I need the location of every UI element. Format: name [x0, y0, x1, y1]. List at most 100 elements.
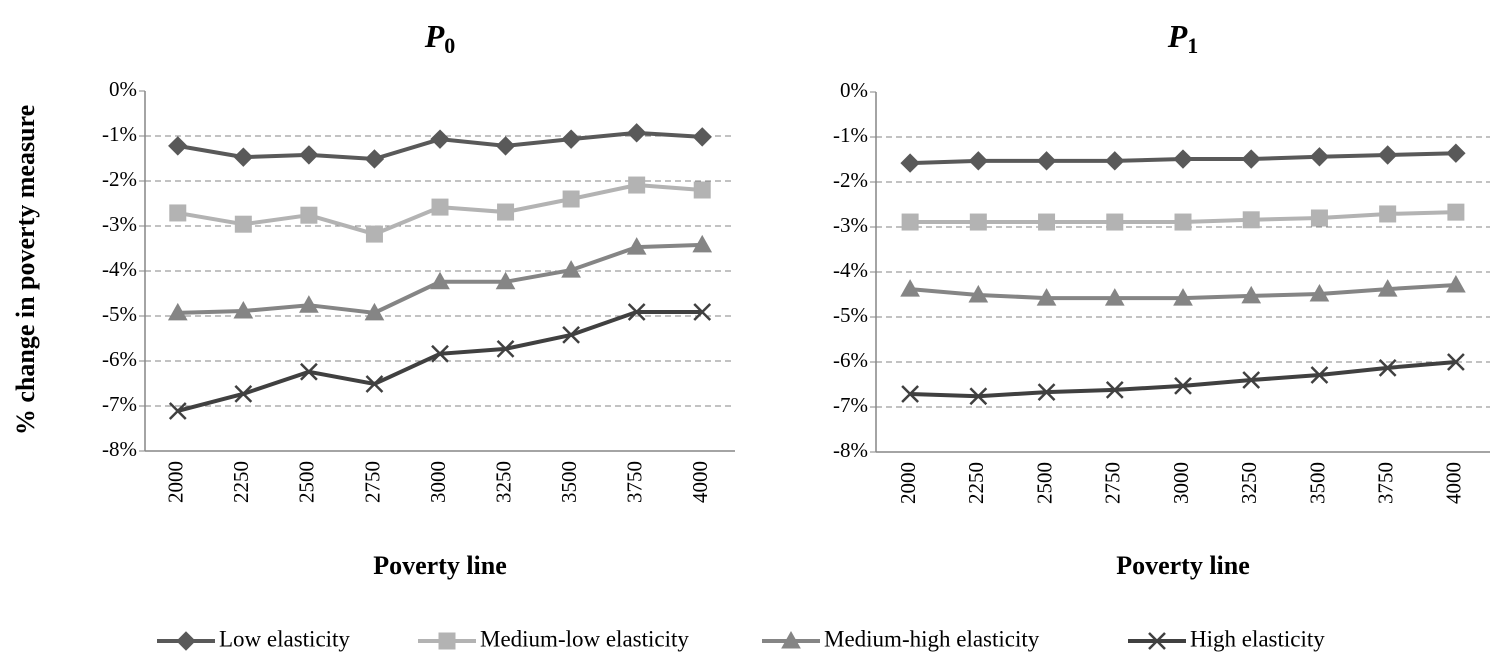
- marker: [300, 362, 318, 381]
- marker: [1174, 376, 1192, 395]
- marker: [562, 190, 580, 208]
- marker: [1036, 288, 1057, 306]
- x-tick-label: 2500: [295, 461, 319, 503]
- title-main: P: [1167, 18, 1188, 54]
- x-tick-label: 3500: [557, 461, 581, 503]
- marker: [233, 301, 254, 319]
- marker: [901, 385, 919, 403]
- x-tick-label: 3000: [1169, 462, 1193, 504]
- marker: [1446, 275, 1466, 293]
- legend-marker: [176, 631, 196, 651]
- marker: [234, 215, 252, 233]
- marker: [430, 271, 450, 290]
- marker: [1447, 203, 1465, 221]
- y-tick-label: -6%: [102, 347, 137, 371]
- series-line: [910, 360, 1457, 399]
- x-tick-label: 2000: [896, 462, 920, 504]
- marker: [1106, 213, 1124, 231]
- y-tick-label: -8%: [102, 437, 137, 461]
- title-subscript: 1: [1187, 33, 1198, 58]
- marker: [1105, 151, 1125, 171]
- marker: [968, 284, 989, 303]
- marker: [299, 295, 319, 313]
- marker: [1377, 145, 1398, 165]
- y-tick-label: -6%: [833, 348, 868, 372]
- marker: [1377, 279, 1398, 297]
- marker: [1104, 288, 1125, 306]
- x-tick-label: 3250: [1237, 462, 1261, 504]
- marker: [900, 153, 920, 173]
- marker: [969, 213, 987, 231]
- legend-marker: [1148, 632, 1166, 650]
- x-axis-label: Poverty line: [1116, 551, 1250, 580]
- legend-label: Medium-high elasticity: [824, 626, 1040, 651]
- marker: [1242, 371, 1261, 389]
- y-tick-label: -2%: [102, 167, 137, 191]
- y-tick-label: -5%: [833, 303, 868, 327]
- title-main: P: [424, 18, 445, 54]
- marker: [168, 136, 188, 156]
- y-tick-label: 0%: [840, 78, 868, 102]
- marker: [300, 206, 318, 224]
- marker: [900, 279, 920, 297]
- marker: [169, 204, 187, 222]
- marker: [364, 149, 385, 169]
- legend-marker: [781, 630, 801, 649]
- marker: [364, 302, 385, 321]
- y-tick-label: -8%: [833, 438, 868, 462]
- legend-label: Low elasticity: [219, 626, 350, 651]
- x-tick-label: 3000: [426, 461, 450, 503]
- marker: [1378, 358, 1397, 377]
- y-tick-label: -1%: [102, 122, 137, 146]
- legend-label: Medium-low elasticity: [480, 626, 689, 651]
- marker: [1379, 205, 1397, 223]
- marker: [626, 237, 647, 255]
- marker: [430, 129, 450, 149]
- marker: [431, 198, 449, 216]
- marker: [1446, 143, 1466, 163]
- marker: [495, 136, 516, 156]
- marker: [1038, 213, 1056, 231]
- x-tick-label: 2750: [1101, 462, 1125, 504]
- marker: [693, 181, 711, 199]
- x-tick-label: 2250: [964, 462, 988, 504]
- marker: [167, 302, 188, 321]
- y-axis-label: % change in poverty measure: [11, 105, 40, 435]
- marker: [1310, 366, 1329, 384]
- marker: [168, 402, 187, 420]
- y-tick-label: -3%: [102, 212, 137, 236]
- legend-label: High elasticity: [1190, 626, 1325, 651]
- legend-marker: [438, 632, 456, 650]
- marker: [1241, 285, 1262, 304]
- y-tick-label: -7%: [102, 392, 137, 416]
- marker: [234, 384, 253, 403]
- y-tick-label: 0%: [109, 77, 137, 101]
- marker: [233, 147, 254, 167]
- marker: [968, 151, 989, 171]
- marker: [1242, 211, 1260, 229]
- marker: [431, 344, 449, 363]
- chart-title: P0: [424, 18, 456, 58]
- marker: [299, 145, 319, 165]
- y-tick-label: -5%: [102, 302, 137, 326]
- marker: [693, 303, 712, 321]
- marker: [1173, 149, 1193, 169]
- marker: [1105, 381, 1124, 399]
- x-axis-label: Poverty line: [373, 551, 507, 580]
- x-tick-label: 3750: [622, 461, 646, 503]
- marker: [901, 213, 919, 231]
- x-tick-label: 3500: [1305, 462, 1329, 504]
- marker: [1447, 353, 1465, 371]
- x-tick-label: 3750: [1373, 462, 1397, 504]
- x-tick-label: 2750: [360, 461, 384, 503]
- x-tick-label: 4000: [688, 461, 712, 503]
- title-subscript: 0: [444, 33, 455, 58]
- chart-title: P1: [1167, 18, 1199, 58]
- marker: [562, 326, 580, 344]
- y-tick-label: -2%: [833, 168, 868, 192]
- x-tick-label: 4000: [1442, 462, 1466, 504]
- marker: [1241, 149, 1261, 169]
- marker: [1036, 151, 1057, 171]
- marker: [1310, 209, 1328, 227]
